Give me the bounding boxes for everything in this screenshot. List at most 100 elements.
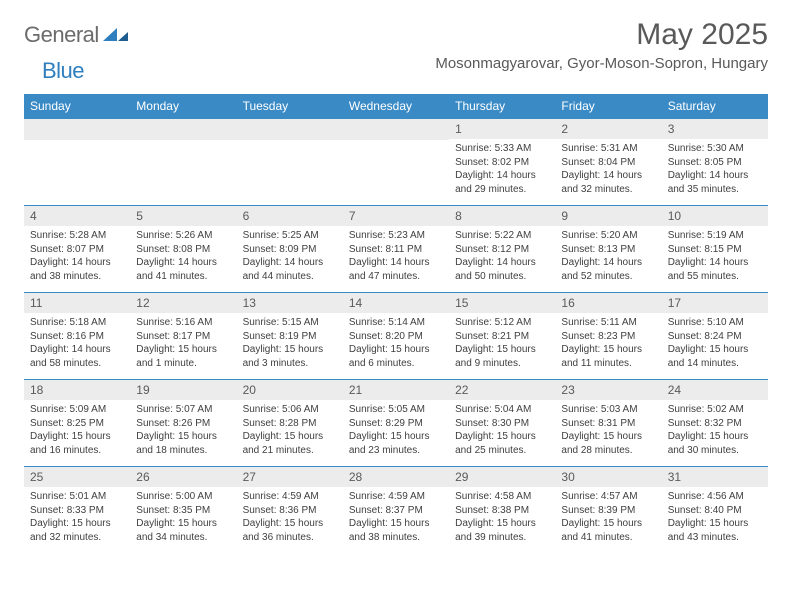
day-details: Sunrise: 5:18 AMSunset: 8:16 PMDaylight:… xyxy=(24,313,130,374)
calendar-table: SundayMondayTuesdayWednesdayThursdayFrid… xyxy=(24,94,768,553)
calendar-day-cell: 28Sunrise: 4:59 AMSunset: 8:37 PMDayligh… xyxy=(343,467,449,554)
calendar-day-cell: 26Sunrise: 5:00 AMSunset: 8:35 PMDayligh… xyxy=(130,467,236,554)
calendar-day-cell: 13Sunrise: 5:15 AMSunset: 8:19 PMDayligh… xyxy=(237,293,343,380)
day-details: Sunrise: 5:26 AMSunset: 8:08 PMDaylight:… xyxy=(130,226,236,287)
calendar-day-cell: 22Sunrise: 5:04 AMSunset: 8:30 PMDayligh… xyxy=(449,380,555,467)
day-details: Sunrise: 5:19 AMSunset: 8:15 PMDaylight:… xyxy=(662,226,768,287)
calendar-day-cell: 31Sunrise: 4:56 AMSunset: 8:40 PMDayligh… xyxy=(662,467,768,554)
day-details: Sunrise: 5:15 AMSunset: 8:19 PMDaylight:… xyxy=(237,313,343,374)
calendar-page: General May 2025 Mosonmagyarovar, Gyor-M… xyxy=(0,0,792,612)
day-number: 17 xyxy=(662,293,768,313)
brand-logo: General xyxy=(24,22,131,48)
day-details: Sunrise: 5:10 AMSunset: 8:24 PMDaylight:… xyxy=(662,313,768,374)
day-number: 20 xyxy=(237,380,343,400)
calendar-week-row: 1Sunrise: 5:33 AMSunset: 8:02 PMDaylight… xyxy=(24,119,768,206)
day-number: 5 xyxy=(130,206,236,226)
day-details: Sunrise: 5:25 AMSunset: 8:09 PMDaylight:… xyxy=(237,226,343,287)
day-number: 14 xyxy=(343,293,449,313)
day-details: Sunrise: 5:01 AMSunset: 8:33 PMDaylight:… xyxy=(24,487,130,548)
calendar-body: 1Sunrise: 5:33 AMSunset: 8:02 PMDaylight… xyxy=(24,119,768,554)
calendar-day-cell: 12Sunrise: 5:16 AMSunset: 8:17 PMDayligh… xyxy=(130,293,236,380)
day-details: Sunrise: 5:30 AMSunset: 8:05 PMDaylight:… xyxy=(662,139,768,200)
calendar-week-row: 25Sunrise: 5:01 AMSunset: 8:33 PMDayligh… xyxy=(24,467,768,554)
calendar-day-cell: 18Sunrise: 5:09 AMSunset: 8:25 PMDayligh… xyxy=(24,380,130,467)
day-details: Sunrise: 5:03 AMSunset: 8:31 PMDaylight:… xyxy=(555,400,661,461)
day-header: Monday xyxy=(130,94,236,119)
day-details: Sunrise: 4:59 AMSunset: 8:36 PMDaylight:… xyxy=(237,487,343,548)
day-number: 22 xyxy=(449,380,555,400)
day-header: Wednesday xyxy=(343,94,449,119)
calendar-week-row: 18Sunrise: 5:09 AMSunset: 8:25 PMDayligh… xyxy=(24,380,768,467)
calendar-day-cell: 17Sunrise: 5:10 AMSunset: 8:24 PMDayligh… xyxy=(662,293,768,380)
day-details: Sunrise: 5:06 AMSunset: 8:28 PMDaylight:… xyxy=(237,400,343,461)
calendar-day-cell: 25Sunrise: 5:01 AMSunset: 8:33 PMDayligh… xyxy=(24,467,130,554)
calendar-day-cell: 10Sunrise: 5:19 AMSunset: 8:15 PMDayligh… xyxy=(662,206,768,293)
month-title: May 2025 xyxy=(435,18,768,51)
day-header: Saturday xyxy=(662,94,768,119)
day-header: Thursday xyxy=(449,94,555,119)
day-details: Sunrise: 5:14 AMSunset: 8:20 PMDaylight:… xyxy=(343,313,449,374)
day-details: Sunrise: 5:05 AMSunset: 8:29 PMDaylight:… xyxy=(343,400,449,461)
brand-text-blue: Blue xyxy=(42,58,84,84)
day-details: Sunrise: 5:00 AMSunset: 8:35 PMDaylight:… xyxy=(130,487,236,548)
calendar-week-row: 4Sunrise: 5:28 AMSunset: 8:07 PMDaylight… xyxy=(24,206,768,293)
day-number: 13 xyxy=(237,293,343,313)
day-details: Sunrise: 5:12 AMSunset: 8:21 PMDaylight:… xyxy=(449,313,555,374)
calendar-day-cell: 30Sunrise: 4:57 AMSunset: 8:39 PMDayligh… xyxy=(555,467,661,554)
day-number: 1 xyxy=(449,119,555,139)
calendar-day-cell: 8Sunrise: 5:22 AMSunset: 8:12 PMDaylight… xyxy=(449,206,555,293)
day-number: 26 xyxy=(130,467,236,487)
calendar-day-cell: 6Sunrise: 5:25 AMSunset: 8:09 PMDaylight… xyxy=(237,206,343,293)
calendar-day-cell: 15Sunrise: 5:12 AMSunset: 8:21 PMDayligh… xyxy=(449,293,555,380)
day-number: 16 xyxy=(555,293,661,313)
calendar-day-cell: 2Sunrise: 5:31 AMSunset: 8:04 PMDaylight… xyxy=(555,119,661,206)
calendar-empty-cell xyxy=(343,119,449,206)
calendar-empty-cell xyxy=(237,119,343,206)
calendar-day-cell: 14Sunrise: 5:14 AMSunset: 8:20 PMDayligh… xyxy=(343,293,449,380)
day-details: Sunrise: 4:58 AMSunset: 8:38 PMDaylight:… xyxy=(449,487,555,548)
calendar-day-cell: 23Sunrise: 5:03 AMSunset: 8:31 PMDayligh… xyxy=(555,380,661,467)
day-number: 24 xyxy=(662,380,768,400)
calendar-day-cell: 5Sunrise: 5:26 AMSunset: 8:08 PMDaylight… xyxy=(130,206,236,293)
day-details: Sunrise: 4:56 AMSunset: 8:40 PMDaylight:… xyxy=(662,487,768,548)
day-details: Sunrise: 4:57 AMSunset: 8:39 PMDaylight:… xyxy=(555,487,661,548)
day-number: 28 xyxy=(343,467,449,487)
calendar-day-cell: 24Sunrise: 5:02 AMSunset: 8:32 PMDayligh… xyxy=(662,380,768,467)
day-number: 30 xyxy=(555,467,661,487)
day-number: 9 xyxy=(555,206,661,226)
calendar-day-cell: 1Sunrise: 5:33 AMSunset: 8:02 PMDaylight… xyxy=(449,119,555,206)
day-details: Sunrise: 5:31 AMSunset: 8:04 PMDaylight:… xyxy=(555,139,661,200)
day-number: 29 xyxy=(449,467,555,487)
day-details: Sunrise: 5:28 AMSunset: 8:07 PMDaylight:… xyxy=(24,226,130,287)
day-number: 2 xyxy=(555,119,661,139)
calendar-day-cell: 11Sunrise: 5:18 AMSunset: 8:16 PMDayligh… xyxy=(24,293,130,380)
calendar-empty-cell xyxy=(130,119,236,206)
calendar-day-cell: 19Sunrise: 5:07 AMSunset: 8:26 PMDayligh… xyxy=(130,380,236,467)
day-details: Sunrise: 5:07 AMSunset: 8:26 PMDaylight:… xyxy=(130,400,236,461)
day-header: Friday xyxy=(555,94,661,119)
day-number: 3 xyxy=(662,119,768,139)
day-number: 7 xyxy=(343,206,449,226)
calendar-day-cell: 20Sunrise: 5:06 AMSunset: 8:28 PMDayligh… xyxy=(237,380,343,467)
day-number: 11 xyxy=(24,293,130,313)
day-details: Sunrise: 5:23 AMSunset: 8:11 PMDaylight:… xyxy=(343,226,449,287)
calendar-day-cell: 16Sunrise: 5:11 AMSunset: 8:23 PMDayligh… xyxy=(555,293,661,380)
brand-mark-icon xyxy=(103,24,129,47)
day-details: Sunrise: 5:11 AMSunset: 8:23 PMDaylight:… xyxy=(555,313,661,374)
calendar-day-cell: 29Sunrise: 4:58 AMSunset: 8:38 PMDayligh… xyxy=(449,467,555,554)
calendar-day-cell: 27Sunrise: 4:59 AMSunset: 8:36 PMDayligh… xyxy=(237,467,343,554)
day-number: 12 xyxy=(130,293,236,313)
brand-text-gray: General xyxy=(24,22,99,48)
day-number: 4 xyxy=(24,206,130,226)
day-number: 27 xyxy=(237,467,343,487)
day-number: 15 xyxy=(449,293,555,313)
calendar-day-cell: 7Sunrise: 5:23 AMSunset: 8:11 PMDaylight… xyxy=(343,206,449,293)
day-details: Sunrise: 5:20 AMSunset: 8:13 PMDaylight:… xyxy=(555,226,661,287)
day-details: Sunrise: 5:22 AMSunset: 8:12 PMDaylight:… xyxy=(449,226,555,287)
calendar-day-cell: 3Sunrise: 5:30 AMSunset: 8:05 PMDaylight… xyxy=(662,119,768,206)
calendar-day-cell: 4Sunrise: 5:28 AMSunset: 8:07 PMDaylight… xyxy=(24,206,130,293)
day-details: Sunrise: 5:02 AMSunset: 8:32 PMDaylight:… xyxy=(662,400,768,461)
day-header: Sunday xyxy=(24,94,130,119)
title-block: May 2025 Mosonmagyarovar, Gyor-Moson-Sop… xyxy=(435,18,768,72)
day-number: 21 xyxy=(343,380,449,400)
